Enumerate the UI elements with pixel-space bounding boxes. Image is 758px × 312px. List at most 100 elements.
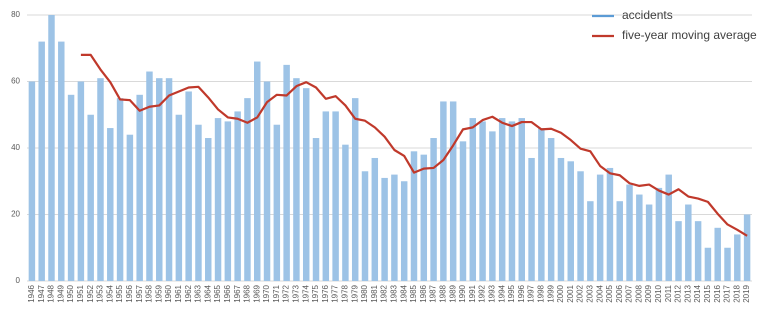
bar bbox=[77, 81, 85, 281]
bar bbox=[322, 111, 330, 281]
bar bbox=[449, 101, 457, 281]
bar bbox=[645, 204, 653, 281]
bar bbox=[391, 174, 398, 281]
x-tick-label: 1975 bbox=[311, 284, 320, 302]
y-tick-label: 60 bbox=[11, 77, 20, 86]
x-tick-label: 1946 bbox=[27, 284, 36, 302]
y-tick-label: 80 bbox=[11, 10, 20, 19]
y-tick-label: 0 bbox=[16, 276, 21, 285]
bar bbox=[459, 141, 467, 281]
bar bbox=[655, 187, 663, 281]
bar bbox=[87, 114, 94, 281]
bar bbox=[518, 118, 525, 281]
x-tick-label: 1958 bbox=[145, 284, 154, 302]
x-tick-label: 1962 bbox=[184, 284, 193, 302]
x-tick-label: 1991 bbox=[468, 284, 477, 302]
bar bbox=[283, 64, 290, 281]
y-tick-label: 20 bbox=[11, 210, 20, 219]
x-tick-label: 2016 bbox=[713, 284, 722, 302]
x-tick-label: 1952 bbox=[86, 284, 95, 302]
x-tick-label: 1969 bbox=[252, 284, 261, 302]
x-tick-label: 2007 bbox=[625, 284, 634, 302]
x-tick-label: 1963 bbox=[194, 284, 203, 302]
x-tick-label: 2009 bbox=[644, 284, 653, 302]
x-tick-label: 1992 bbox=[478, 284, 487, 302]
x-tick-label: 1986 bbox=[419, 284, 428, 302]
x-tick-label: 1972 bbox=[282, 284, 291, 302]
bar bbox=[48, 15, 55, 281]
bar bbox=[28, 81, 36, 281]
bar bbox=[694, 221, 702, 281]
x-tick-label: 1990 bbox=[458, 284, 467, 302]
x-tick-label: 1949 bbox=[56, 284, 65, 302]
legend-label: five-year moving average bbox=[622, 28, 757, 42]
bar bbox=[606, 167, 614, 281]
x-tick-label: 1977 bbox=[331, 284, 340, 302]
legend-label: accidents bbox=[622, 8, 673, 22]
x-tick-label: 2000 bbox=[556, 284, 565, 302]
bar bbox=[205, 138, 212, 281]
x-tick-label: 2006 bbox=[615, 284, 624, 302]
x-tick-label: 1984 bbox=[399, 284, 408, 302]
line bbox=[80, 53, 748, 237]
bar bbox=[97, 78, 104, 281]
bar bbox=[234, 111, 241, 281]
x-tick-label: 1980 bbox=[360, 284, 369, 302]
x-tick-label: 1956 bbox=[125, 284, 134, 302]
bar bbox=[312, 138, 320, 281]
bar bbox=[371, 157, 379, 281]
bar bbox=[538, 128, 545, 281]
bar bbox=[293, 78, 300, 281]
x-tick-label: 1951 bbox=[76, 284, 85, 302]
bar bbox=[498, 118, 506, 281]
bar bbox=[165, 78, 173, 281]
bar bbox=[136, 94, 143, 281]
bar bbox=[636, 194, 643, 281]
x-tick-label: 1974 bbox=[301, 284, 310, 302]
x-tick-label: 1999 bbox=[546, 284, 555, 302]
x-tick-label: 1982 bbox=[380, 284, 389, 302]
x-tick-label: 1973 bbox=[292, 284, 301, 302]
bar bbox=[116, 98, 124, 281]
bar bbox=[675, 221, 682, 281]
bar bbox=[126, 134, 134, 281]
bar bbox=[440, 101, 447, 281]
x-tick-label: 2017 bbox=[723, 284, 732, 302]
bar bbox=[743, 214, 751, 281]
bar bbox=[489, 131, 496, 281]
x-tick-label: 2003 bbox=[585, 284, 594, 302]
x-tick-label: 2002 bbox=[576, 284, 585, 302]
x-tick-label: 1998 bbox=[536, 284, 545, 302]
bar bbox=[587, 201, 594, 281]
bar bbox=[479, 121, 486, 282]
bar bbox=[469, 118, 477, 281]
bar bbox=[214, 118, 222, 281]
x-tick-label: 1978 bbox=[341, 284, 350, 302]
bar bbox=[734, 234, 741, 281]
bar bbox=[244, 98, 251, 281]
x-tick-label: 2013 bbox=[683, 284, 692, 302]
x-tick-label: 1964 bbox=[203, 284, 212, 302]
x-tick-label: 1997 bbox=[527, 284, 536, 302]
bar bbox=[596, 174, 604, 281]
x-tick-label: 1955 bbox=[115, 284, 124, 302]
x-tick-label: 1987 bbox=[429, 284, 438, 302]
bar bbox=[567, 161, 574, 281]
bar bbox=[547, 138, 555, 281]
bar bbox=[146, 71, 153, 282]
bar bbox=[381, 177, 388, 281]
x-tick-label: 1947 bbox=[37, 284, 46, 302]
x-tick-label: 1996 bbox=[517, 284, 526, 302]
bar bbox=[156, 78, 163, 281]
bar bbox=[665, 174, 672, 281]
x-tick-label: 1965 bbox=[213, 284, 222, 302]
bar bbox=[420, 154, 428, 281]
x-tick-label: 1995 bbox=[507, 284, 516, 302]
bar bbox=[616, 201, 623, 281]
bar bbox=[704, 247, 712, 281]
x-tick-label: 2019 bbox=[742, 284, 751, 302]
x-tick-label: 1994 bbox=[497, 284, 506, 302]
bar bbox=[273, 124, 281, 281]
bar bbox=[263, 81, 271, 281]
